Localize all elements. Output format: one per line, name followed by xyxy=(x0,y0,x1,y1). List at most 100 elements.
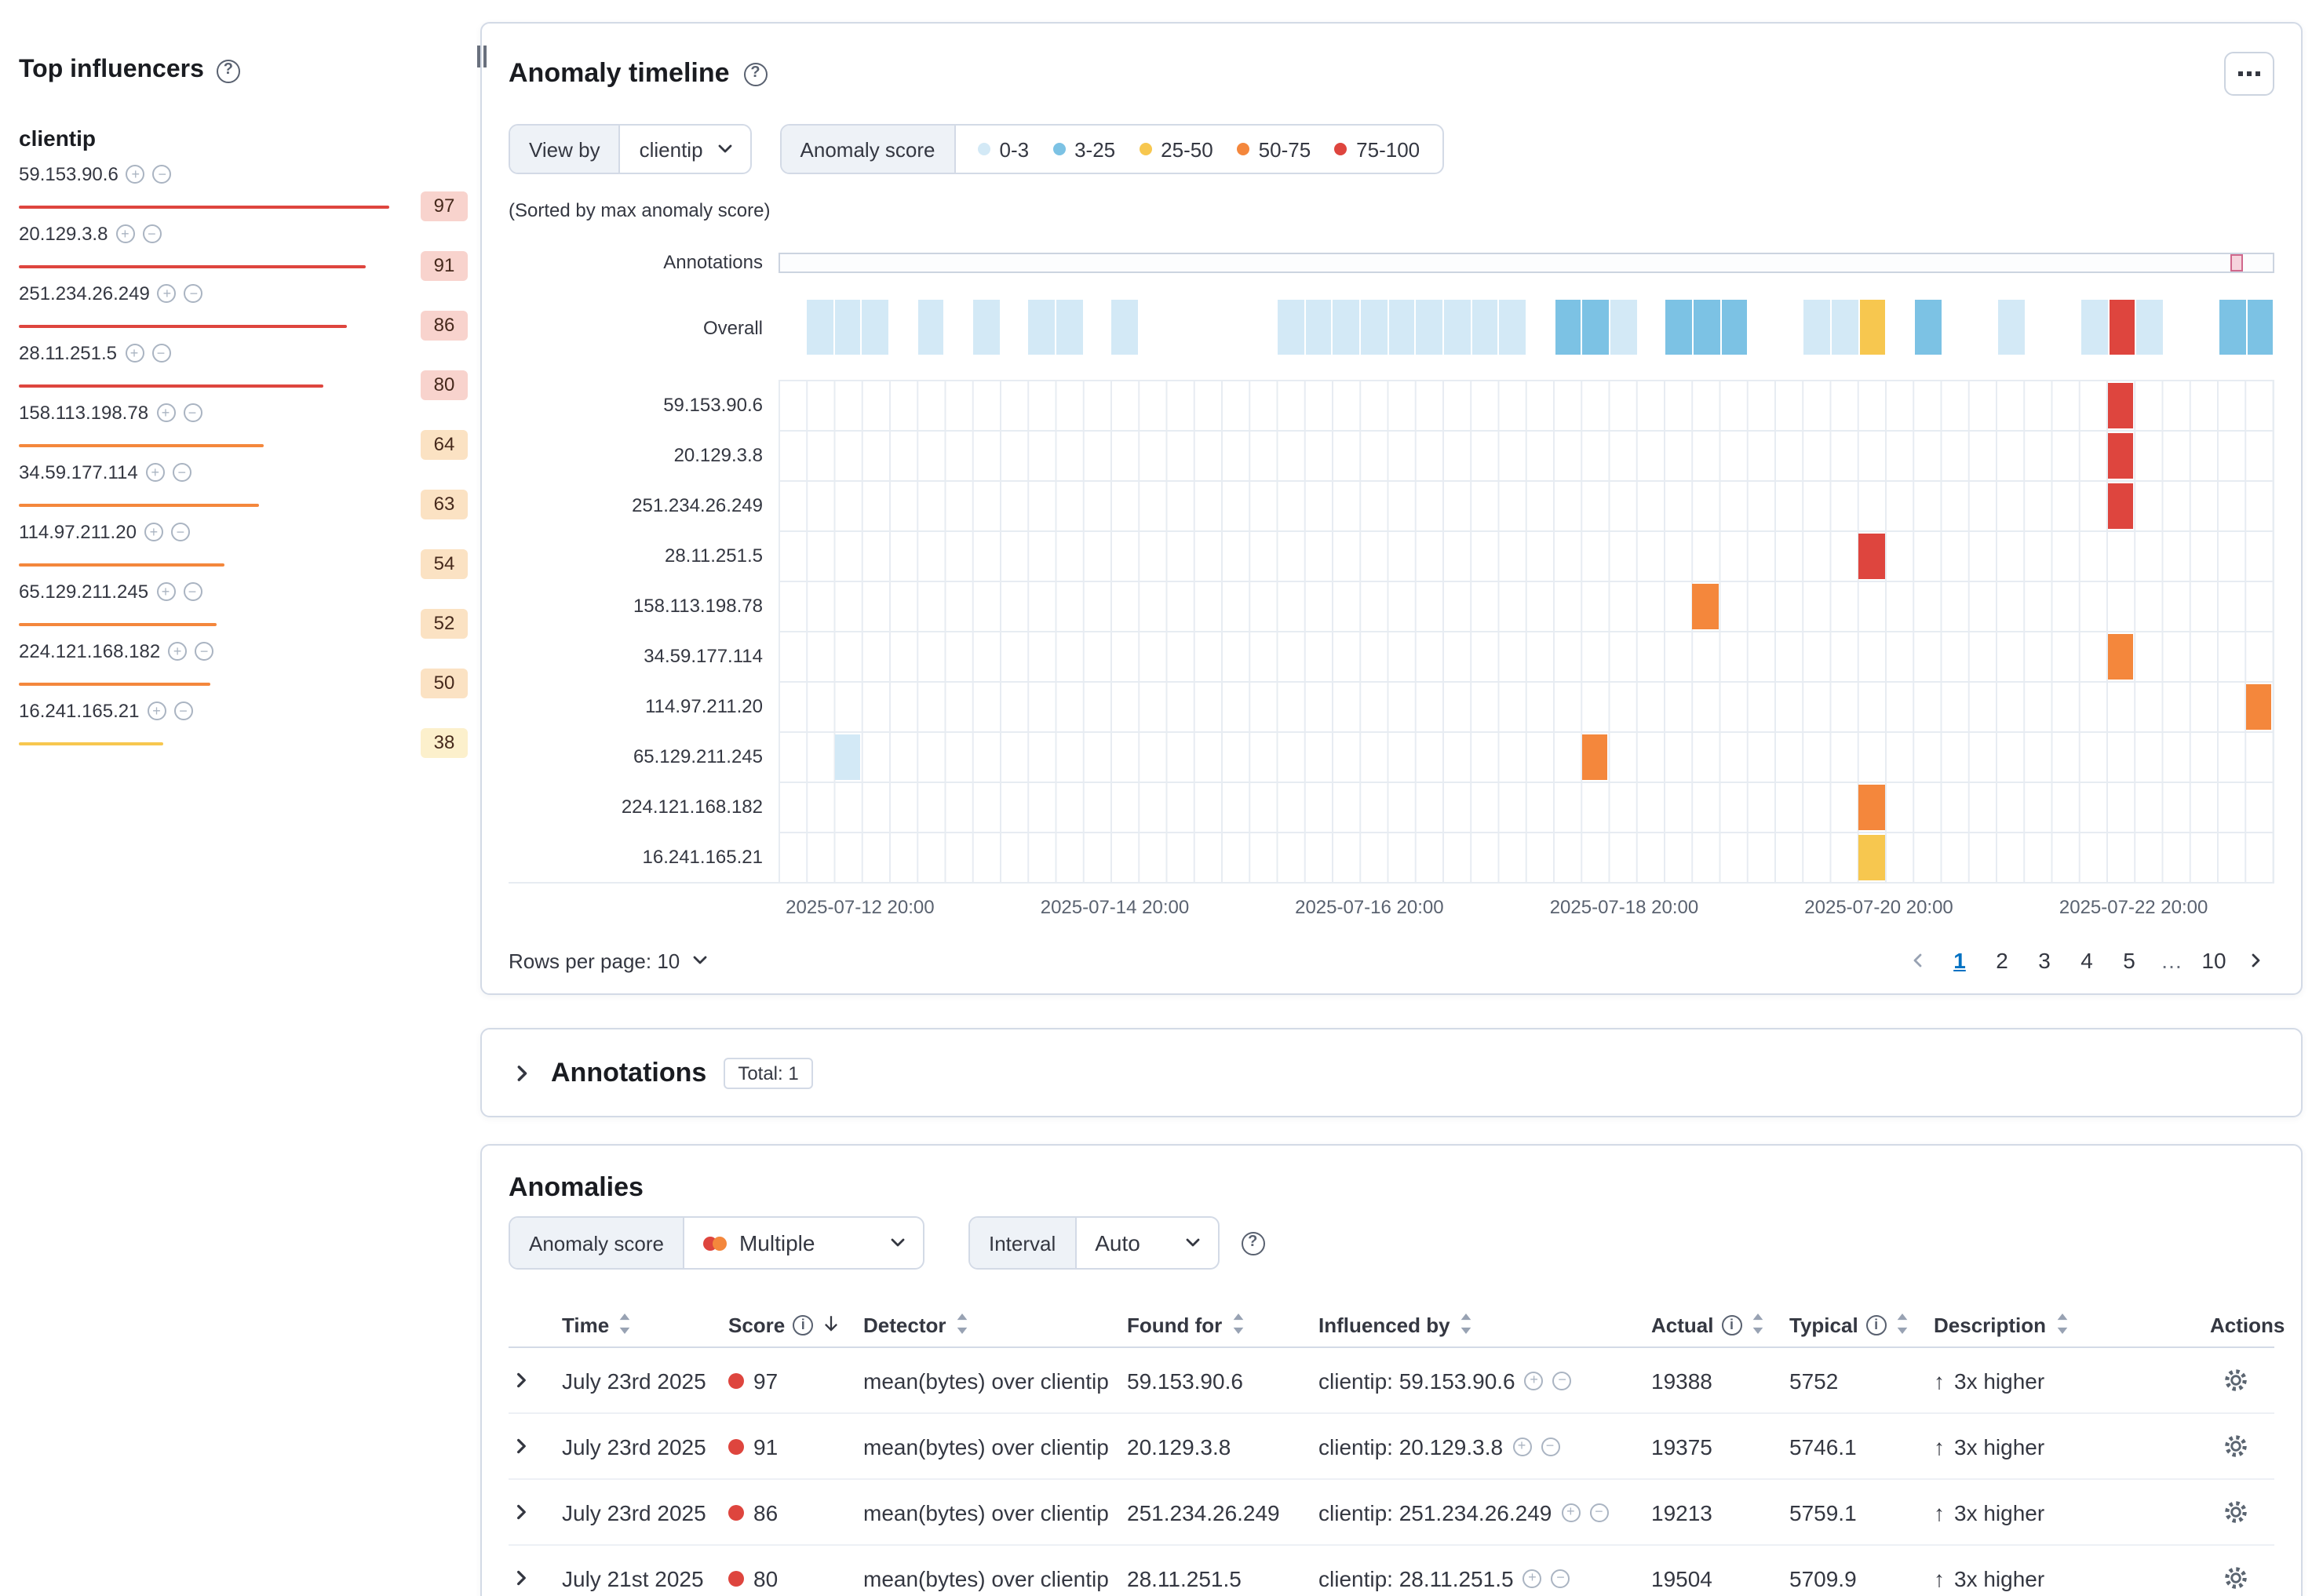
remove-filter-icon[interactable]: − xyxy=(1541,1437,1560,1456)
swimlane-cell[interactable] xyxy=(1858,785,1885,830)
remove-filter-icon[interactable]: − xyxy=(151,344,171,363)
expand-row-icon[interactable] xyxy=(509,1502,562,1522)
page-number[interactable]: 4 xyxy=(2080,948,2093,973)
swimlane-cell[interactable] xyxy=(1721,300,1748,355)
remove-filter-icon[interactable]: − xyxy=(142,224,162,243)
influencer-name[interactable]: 158.113.198.78 xyxy=(19,402,149,424)
swimlane-cell[interactable] xyxy=(1610,300,1637,355)
swimlane-cell[interactable] xyxy=(807,300,833,355)
swimlane-lane-label[interactable]: 34.59.177.114 xyxy=(644,645,763,667)
add-filter-icon[interactable]: + xyxy=(115,224,135,243)
swimlane-cell[interactable] xyxy=(1056,300,1083,355)
swimlane-lane-label[interactable]: 59.153.90.6 xyxy=(663,394,763,416)
remove-filter-icon[interactable]: − xyxy=(1589,1503,1609,1521)
swimlane-cell[interactable] xyxy=(1692,584,1719,629)
influencer-name[interactable]: 16.241.165.21 xyxy=(19,700,140,722)
annotation-marker[interactable] xyxy=(2230,253,2244,271)
swimlane-cell[interactable] xyxy=(1361,300,1388,355)
column-header-description[interactable]: Description xyxy=(1934,1313,2210,1338)
rows-per-page-button[interactable]: Rows per page: 10 xyxy=(509,949,709,972)
influencer-name[interactable]: 20.129.3.8 xyxy=(19,223,108,245)
swimlane-cell[interactable] xyxy=(2136,300,2163,355)
influencer-name[interactable]: 34.59.177.114 xyxy=(19,461,138,483)
swimlane-cell[interactable] xyxy=(973,300,1000,355)
swimlane-lane-label[interactable]: 20.129.3.8 xyxy=(673,444,763,466)
expand-row-icon[interactable] xyxy=(509,1568,562,1588)
swimlane-cell[interactable] xyxy=(1444,300,1471,355)
add-filter-icon[interactable]: + xyxy=(1512,1437,1532,1456)
page-number[interactable]: 10 xyxy=(2201,948,2226,973)
column-header-score[interactable]: Score i xyxy=(728,1313,863,1338)
help-icon[interactable]: ? xyxy=(743,62,768,86)
swimlane-cell[interactable] xyxy=(2107,634,2134,680)
swimlane-cell[interactable] xyxy=(1693,300,1720,355)
swimlane-cell[interactable] xyxy=(2219,300,2246,355)
annotations-strip[interactable] xyxy=(779,252,2274,272)
info-icon[interactable]: i xyxy=(793,1315,814,1335)
swimlane-cell[interactable] xyxy=(2107,433,2134,479)
add-filter-icon[interactable]: + xyxy=(156,403,176,422)
page-number[interactable]: 1 xyxy=(1953,948,1966,973)
add-filter-icon[interactable]: + xyxy=(145,463,165,482)
swimlane-cell[interactable] xyxy=(834,734,861,780)
add-filter-icon[interactable]: + xyxy=(168,642,188,661)
remove-filter-icon[interactable]: − xyxy=(183,582,202,601)
gear-icon[interactable] xyxy=(2219,1499,2249,1525)
swimlane-cell[interactable] xyxy=(2080,300,2108,355)
swimlane-lane-label[interactable]: 65.129.211.245 xyxy=(633,745,763,767)
swimlane-lane-label[interactable]: 114.97.211.20 xyxy=(645,695,763,717)
influencer-name[interactable]: 251.234.26.249 xyxy=(19,282,150,304)
swimlane-cell[interactable] xyxy=(1859,300,1886,355)
influencer-name[interactable]: 114.97.211.20 xyxy=(19,521,137,543)
remove-filter-icon[interactable]: − xyxy=(152,165,172,184)
view-by-select[interactable]: clientip xyxy=(621,126,750,173)
swimlane-cell[interactable] xyxy=(1555,300,1581,355)
column-header-actual[interactable]: Actual i xyxy=(1651,1313,1789,1338)
add-filter-icon[interactable]: + xyxy=(125,344,144,363)
remove-filter-icon[interactable]: − xyxy=(183,403,202,422)
column-header-detector[interactable]: Detector xyxy=(863,1313,1127,1338)
page-number[interactable]: 3 xyxy=(2038,948,2051,973)
timeline-options-button[interactable] xyxy=(2224,52,2274,96)
expand-row-icon[interactable] xyxy=(509,1370,562,1390)
remove-filter-icon[interactable]: − xyxy=(173,701,193,720)
swimlane-cell[interactable] xyxy=(1111,300,1138,355)
swimlane-lane-label[interactable]: 16.241.165.21 xyxy=(642,846,764,868)
gear-icon[interactable] xyxy=(2219,1433,2249,1459)
add-filter-icon[interactable]: + xyxy=(126,165,145,184)
previous-page-icon[interactable] xyxy=(1899,942,1937,979)
swimlane-cell[interactable] xyxy=(917,300,944,355)
swimlane-cell[interactable] xyxy=(2109,300,2135,355)
swimlane-cell[interactable] xyxy=(1858,835,1885,880)
expand-row-icon[interactable] xyxy=(509,1436,562,1456)
swimlane-lane-label[interactable]: 251.234.26.249 xyxy=(632,494,763,516)
column-header-typical[interactable]: Typical i xyxy=(1789,1313,1934,1338)
influencer-name[interactable]: 28.11.251.5 xyxy=(19,342,118,364)
remove-filter-icon[interactable]: − xyxy=(1551,1569,1570,1587)
column-header-time[interactable]: Time xyxy=(562,1313,728,1338)
swimlane-cell[interactable] xyxy=(2107,483,2134,529)
swimlane-cell[interactable] xyxy=(1582,300,1609,355)
swimlane-cell[interactable] xyxy=(834,300,861,355)
remove-filter-icon[interactable]: − xyxy=(184,284,203,303)
page-number[interactable]: 5 xyxy=(2123,948,2135,973)
swimlane-cell[interactable] xyxy=(1665,300,1692,355)
swimlane-cell[interactable] xyxy=(1499,300,1526,355)
add-filter-icon[interactable]: + xyxy=(1524,1371,1544,1390)
remove-filter-icon[interactable]: − xyxy=(172,463,191,482)
swimlane-cell[interactable] xyxy=(862,300,889,355)
swimlane-cell[interactable] xyxy=(1998,300,2025,355)
add-filter-icon[interactable]: + xyxy=(147,701,166,720)
swimlane-cell[interactable] xyxy=(1305,300,1332,355)
swimlane-cell[interactable] xyxy=(1915,300,1942,355)
swimlane-cell[interactable] xyxy=(2247,300,2274,355)
swimlane-lane-label[interactable]: 158.113.198.78 xyxy=(633,595,763,617)
swimlane-cell[interactable] xyxy=(1803,300,1831,355)
next-page-icon[interactable] xyxy=(2237,942,2274,979)
gear-icon[interactable] xyxy=(2219,1565,2249,1591)
swimlane-cell[interactable] xyxy=(1858,534,1885,579)
page-number[interactable]: 2 xyxy=(1996,948,2008,973)
help-icon[interactable]: ? xyxy=(1241,1231,1265,1255)
influencer-name[interactable]: 59.153.90.6 xyxy=(19,163,119,185)
swimlane-cell[interactable] xyxy=(1028,300,1055,355)
